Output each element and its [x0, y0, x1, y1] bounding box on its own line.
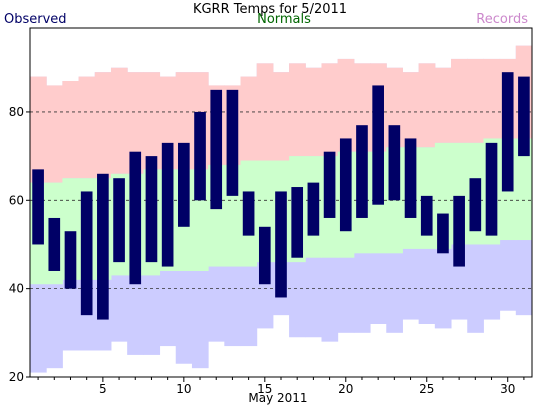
observed-bar-day-17 [291, 187, 304, 258]
observed-bar-day-20 [339, 138, 352, 232]
observed-bar-day-16 [275, 191, 287, 298]
record-high-band-day-6 [110, 67, 128, 174]
x-tick-label-25: 25 [419, 382, 434, 396]
observed-bar-day-14 [242, 191, 255, 236]
observed-bar-day-24 [404, 138, 417, 218]
x-axis-label: May 2011 [248, 391, 307, 405]
record-high-band-day-8 [143, 72, 161, 170]
x-tick-label-20: 20 [338, 382, 353, 396]
record-high-band-day-17 [289, 63, 306, 157]
observed-bar-day-25 [420, 195, 433, 236]
observed-bar-day-10 [178, 142, 190, 227]
record-high-band-day-26 [434, 67, 452, 143]
plot-area: 20 40 60 80 5 10 15 20 25 30 [9, 27, 533, 396]
record-high-band-day-29 [483, 58, 501, 139]
legend-normals: Normals [257, 12, 311, 27]
x-tick-label-15: 15 [257, 382, 272, 396]
record-high-band-day-1 [30, 76, 47, 183]
observed-bar-day-26 [437, 213, 449, 254]
y-tick-label-40: 40 [9, 282, 24, 296]
record-high-band-day-25 [418, 63, 436, 148]
y-tick-label-80: 80 [9, 105, 24, 119]
record-high-band-day-19 [321, 63, 339, 157]
chart-title: KGRR Temps for 5/2011 [193, 2, 347, 17]
record-high-band-day-20 [337, 58, 355, 152]
normal-range-day-31 [515, 138, 533, 241]
observed-bar-day-9 [161, 142, 174, 267]
observed-bar-day-12 [210, 89, 223, 210]
record-high-band-day-7 [127, 72, 144, 174]
observed-bar-day-19 [323, 151, 336, 218]
observed-bar-day-2 [48, 217, 61, 271]
record-high-band-day-3 [62, 81, 80, 179]
observed-bar-day-29 [485, 142, 498, 236]
observed-bar-day-1 [32, 169, 44, 245]
observed-bar-day-21 [356, 125, 368, 218]
observed-bar-day-22 [372, 85, 384, 205]
observed-bar-day-5 [97, 173, 109, 320]
observed-bar-day-23 [388, 125, 401, 201]
x-tick-label-5: 5 [99, 382, 107, 396]
record-high-band-day-24 [402, 72, 420, 148]
y-tick-label-20: 20 [9, 370, 24, 384]
y-tick-label-60: 60 [9, 193, 24, 207]
x-tick-label-10: 10 [176, 382, 191, 396]
record-high-band-day-5 [94, 72, 112, 179]
observed-bar-day-30 [501, 72, 514, 192]
observed-bar-day-4 [80, 191, 93, 316]
record-high-band-day-14 [240, 76, 258, 161]
observed-bar-day-3 [64, 231, 77, 289]
record-high-band-day-2 [46, 85, 63, 183]
observed-bar-day-27 [453, 195, 465, 267]
legend-observed: Observed [4, 12, 67, 27]
record-high-band-day-27 [451, 58, 468, 143]
observed-bar-day-7 [129, 151, 142, 285]
x-tick-label-30: 30 [500, 382, 515, 396]
observed-bar-day-18 [307, 182, 320, 236]
observed-bar-day-11 [194, 111, 206, 201]
record-high-band-day-16 [272, 72, 290, 161]
record-high-band-day-28 [467, 58, 484, 143]
record-high-band-day-4 [78, 76, 96, 179]
observed-bar-day-28 [469, 178, 482, 232]
observed-bar-day-6 [113, 178, 125, 263]
observed-bar-day-13 [226, 89, 239, 196]
legend-records: Records [476, 12, 528, 27]
observed-bar-day-15 [258, 226, 271, 285]
observed-bar-day-8 [145, 156, 158, 263]
observed-bar-day-31 [518, 76, 530, 157]
